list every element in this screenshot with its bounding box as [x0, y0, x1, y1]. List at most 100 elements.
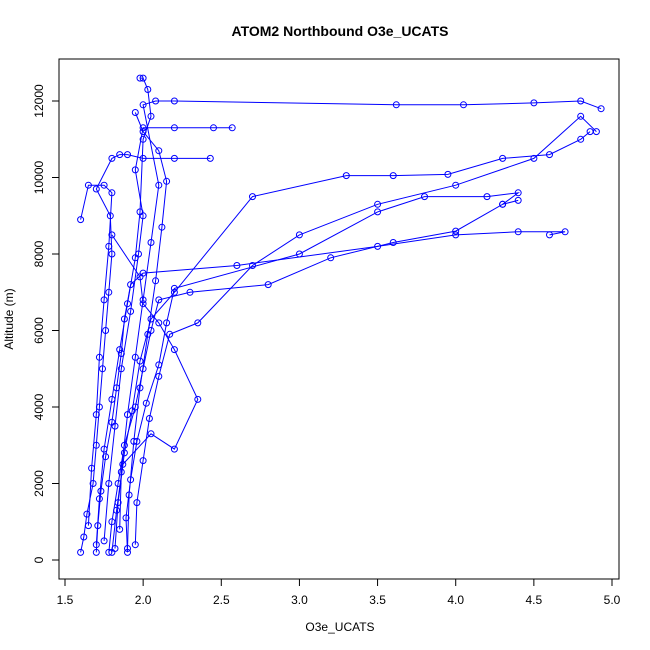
data-point [105, 288, 113, 296]
data-point [421, 193, 428, 201]
data-point [327, 254, 335, 262]
data-point [577, 97, 585, 105]
series-line [108, 199, 519, 553]
data-point [130, 437, 138, 445]
data-point [483, 193, 491, 201]
data-point [142, 399, 150, 407]
data-point [124, 300, 131, 308]
data-point [119, 460, 127, 468]
series-line [114, 131, 591, 549]
y-axis: 0 2000 4000 6000 8000 10000 12000 [32, 84, 60, 563]
x-tick-label: 4.0 [447, 593, 464, 607]
series-4 [122, 189, 522, 556]
data-point [206, 154, 214, 162]
data-point [147, 430, 155, 438]
data-point [95, 495, 103, 503]
data-point [124, 548, 131, 556]
series-line [119, 100, 602, 530]
data-point [84, 522, 92, 530]
data-point [100, 537, 108, 545]
series-line [95, 231, 566, 553]
x-axis-label: O3e_UCATS [305, 620, 374, 634]
data-point [139, 300, 147, 308]
series-line [80, 184, 113, 526]
data-point [392, 101, 400, 109]
series-8 [116, 97, 605, 533]
series-line [111, 234, 199, 553]
series-11 [77, 181, 116, 530]
data-point [100, 181, 108, 189]
data-point [105, 480, 113, 487]
data-point [117, 350, 125, 357]
data-point [125, 491, 133, 499]
data-point [100, 296, 108, 304]
y-tick-label: 2000 [32, 470, 46, 497]
data-point [170, 288, 178, 296]
data-point [145, 415, 153, 422]
data-point [374, 242, 382, 250]
x-tick-label: 1.5 [57, 593, 74, 607]
data-point [158, 223, 166, 231]
data-point [152, 97, 160, 105]
x-tick-label: 2.0 [135, 593, 152, 607]
data-point [194, 395, 202, 403]
data-point [155, 181, 163, 189]
series-line [125, 192, 521, 553]
data-point [592, 128, 600, 136]
y-tick-label: 10000 [32, 160, 46, 194]
data-point [561, 228, 569, 236]
y-tick-label: 0 [32, 556, 46, 563]
data-point [514, 196, 522, 204]
data-point [102, 327, 110, 334]
data-point [499, 200, 507, 208]
data-point [105, 548, 113, 556]
data-point [108, 189, 116, 197]
data-point [131, 541, 139, 549]
data-point [342, 172, 350, 180]
data-point [155, 319, 163, 327]
data-point [170, 124, 178, 132]
x-tick-label: 4.5 [526, 593, 543, 607]
data-point [80, 533, 88, 541]
data-point [124, 411, 131, 419]
data-point [452, 181, 460, 189]
data-point [194, 319, 202, 327]
series-12 [124, 109, 171, 552]
data-point [147, 315, 155, 323]
data-point [128, 407, 136, 415]
data-point [116, 525, 124, 533]
data-point [170, 154, 178, 162]
x-tick-label: 3.0 [291, 593, 308, 607]
data-point [374, 208, 382, 216]
data-point [152, 277, 160, 285]
data-point [95, 353, 103, 361]
data-point [163, 319, 171, 327]
data-point [105, 242, 113, 250]
data-point [597, 105, 605, 113]
data-point [92, 411, 100, 419]
data-point [108, 548, 116, 556]
data-point [113, 506, 121, 514]
data-point [295, 231, 303, 239]
data-point [136, 74, 144, 82]
x-tick-label: 2.5 [213, 593, 230, 607]
data-point [139, 135, 147, 143]
data-point [499, 154, 507, 162]
data-point [546, 151, 553, 159]
data-point [546, 231, 553, 239]
data-point [92, 548, 100, 556]
data-point [389, 172, 397, 180]
data-point [133, 499, 141, 507]
data-point [108, 395, 116, 403]
series-line [103, 127, 233, 541]
data-point [136, 208, 144, 216]
series-9 [92, 74, 155, 549]
x-axis: 1.5 2.0 2.5 3.0 3.5 4.0 4.5 5.0 [57, 578, 621, 607]
data-point [144, 330, 152, 338]
y-tick-label: 4000 [32, 393, 46, 420]
data-point [577, 135, 585, 143]
data-point [186, 288, 194, 296]
y-tick-label: 6000 [32, 317, 46, 344]
data-point [136, 384, 144, 392]
data-point [163, 177, 171, 185]
